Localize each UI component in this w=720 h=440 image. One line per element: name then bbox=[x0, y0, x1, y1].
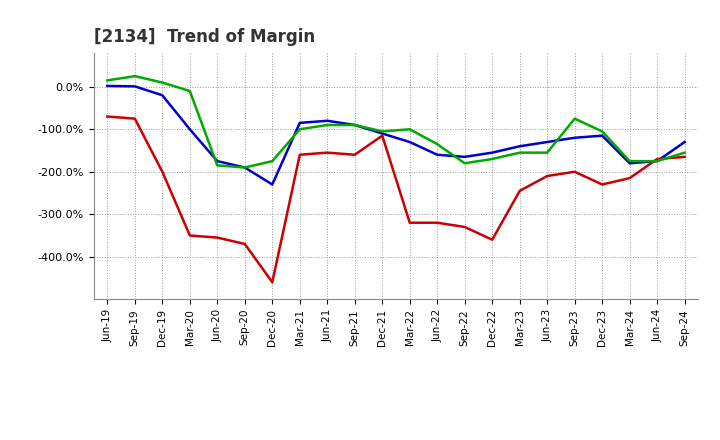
Ordinary Income bbox=[240, 165, 249, 170]
Net Income bbox=[516, 188, 524, 194]
Line: Net Income: Net Income bbox=[107, 117, 685, 282]
Operating Cashflow bbox=[130, 73, 139, 79]
Operating Cashflow bbox=[186, 88, 194, 94]
Ordinary Income bbox=[598, 133, 606, 138]
Net Income bbox=[378, 133, 387, 138]
Operating Cashflow bbox=[488, 156, 497, 161]
Ordinary Income bbox=[405, 139, 414, 145]
Ordinary Income bbox=[158, 93, 166, 98]
Ordinary Income bbox=[570, 135, 579, 140]
Ordinary Income bbox=[653, 158, 662, 164]
Operating Cashflow bbox=[516, 150, 524, 155]
Net Income bbox=[488, 237, 497, 242]
Net Income bbox=[323, 150, 332, 155]
Net Income bbox=[130, 116, 139, 121]
Operating Cashflow bbox=[323, 122, 332, 128]
Operating Cashflow bbox=[543, 150, 552, 155]
Ordinary Income bbox=[295, 120, 304, 125]
Net Income bbox=[103, 114, 112, 119]
Net Income bbox=[570, 169, 579, 174]
Ordinary Income bbox=[433, 152, 441, 158]
Ordinary Income bbox=[213, 158, 222, 164]
Net Income bbox=[240, 241, 249, 246]
Ordinary Income bbox=[268, 182, 276, 187]
Operating Cashflow bbox=[351, 122, 359, 128]
Ordinary Income bbox=[543, 139, 552, 145]
Operating Cashflow bbox=[295, 127, 304, 132]
Operating Cashflow bbox=[378, 129, 387, 134]
Net Income bbox=[405, 220, 414, 225]
Ordinary Income bbox=[323, 118, 332, 123]
Net Income bbox=[186, 233, 194, 238]
Net Income bbox=[626, 176, 634, 181]
Ordinary Income bbox=[378, 131, 387, 136]
Text: [2134]  Trend of Margin: [2134] Trend of Margin bbox=[94, 28, 315, 46]
Ordinary Income bbox=[488, 150, 497, 155]
Net Income bbox=[598, 182, 606, 187]
Ordinary Income bbox=[351, 122, 359, 128]
Net Income bbox=[351, 152, 359, 158]
Operating Cashflow bbox=[433, 142, 441, 147]
Operating Cashflow bbox=[626, 158, 634, 164]
Ordinary Income bbox=[130, 84, 139, 89]
Operating Cashflow bbox=[405, 127, 414, 132]
Net Income bbox=[460, 224, 469, 230]
Operating Cashflow bbox=[653, 158, 662, 164]
Operating Cashflow bbox=[598, 129, 606, 134]
Operating Cashflow bbox=[158, 80, 166, 85]
Ordinary Income bbox=[626, 161, 634, 166]
Line: Operating Cashflow: Operating Cashflow bbox=[107, 76, 685, 168]
Line: Ordinary Income: Ordinary Income bbox=[107, 86, 685, 184]
Operating Cashflow bbox=[213, 163, 222, 168]
Net Income bbox=[680, 154, 689, 160]
Ordinary Income bbox=[516, 143, 524, 149]
Net Income bbox=[213, 235, 222, 240]
Operating Cashflow bbox=[103, 78, 112, 83]
Net Income bbox=[653, 156, 662, 161]
Operating Cashflow bbox=[460, 161, 469, 166]
Net Income bbox=[295, 152, 304, 158]
Ordinary Income bbox=[680, 139, 689, 145]
Net Income bbox=[433, 220, 441, 225]
Ordinary Income bbox=[103, 83, 112, 88]
Net Income bbox=[268, 279, 276, 285]
Net Income bbox=[543, 173, 552, 179]
Operating Cashflow bbox=[570, 116, 579, 121]
Operating Cashflow bbox=[268, 158, 276, 164]
Ordinary Income bbox=[186, 127, 194, 132]
Operating Cashflow bbox=[680, 150, 689, 155]
Operating Cashflow bbox=[240, 165, 249, 170]
Net Income bbox=[158, 169, 166, 174]
Ordinary Income bbox=[460, 154, 469, 160]
